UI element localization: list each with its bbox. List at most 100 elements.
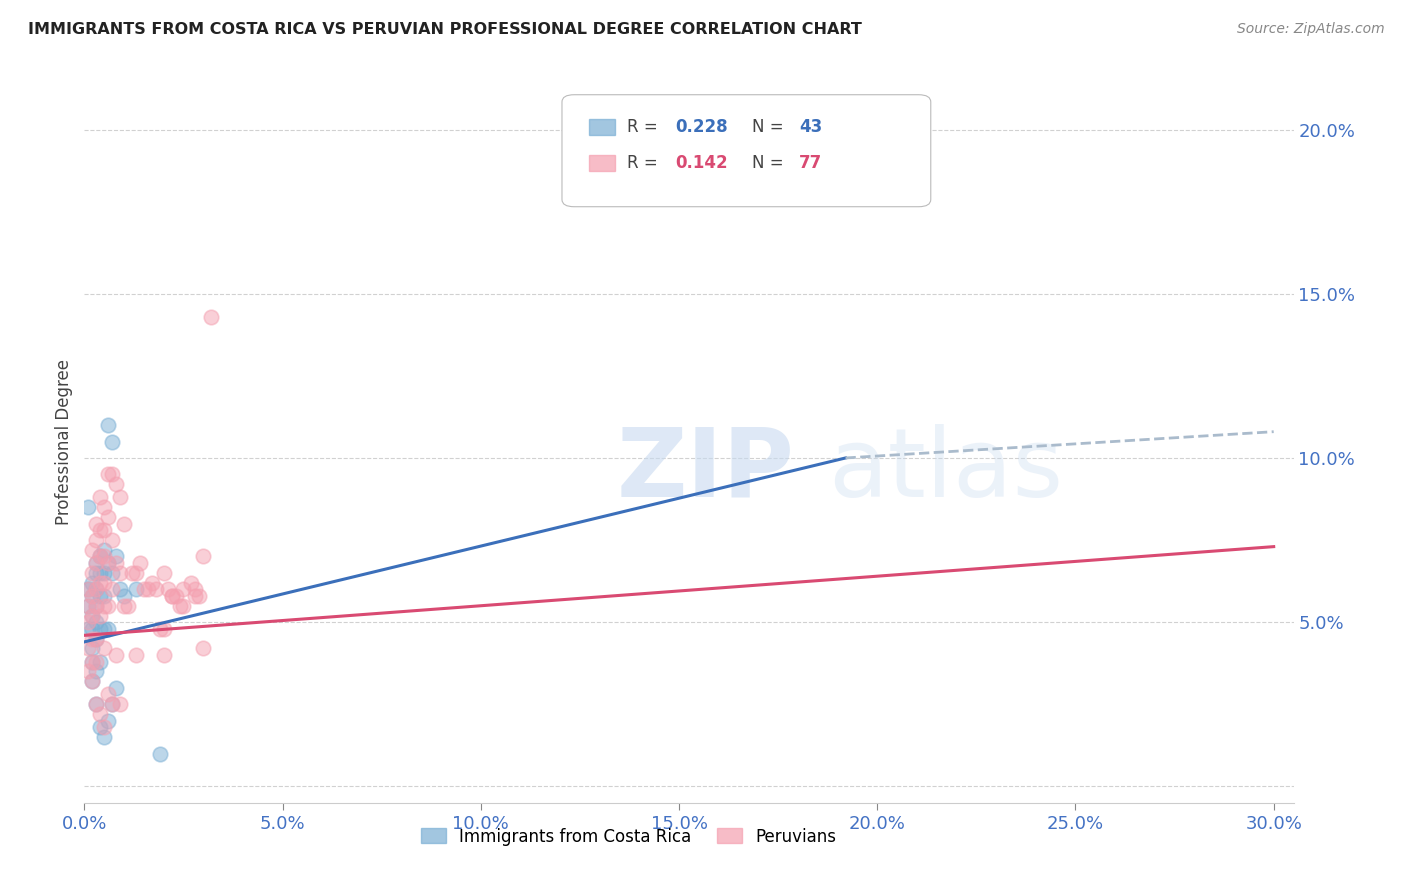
Point <box>93 566 115 580</box>
Point <box>145 582 167 597</box>
Point <box>84 533 107 547</box>
Point <box>89 622 111 636</box>
Text: 0.228: 0.228 <box>676 119 728 136</box>
Point <box>97 622 120 636</box>
Point <box>82 566 104 580</box>
Point <box>82 589 104 603</box>
Point <box>117 599 139 613</box>
Point <box>89 707 111 722</box>
Point <box>89 566 111 580</box>
Point <box>82 622 104 636</box>
Point <box>93 549 115 564</box>
Text: atlas: atlas <box>828 424 1063 517</box>
Point <box>82 641 104 656</box>
Point <box>77 622 100 636</box>
Point <box>89 549 111 564</box>
Point <box>160 589 183 603</box>
Text: ZIP: ZIP <box>616 424 794 517</box>
Point <box>84 632 107 646</box>
Point <box>165 589 187 603</box>
Point <box>89 491 111 505</box>
Point <box>149 622 172 636</box>
Point <box>77 582 100 597</box>
Point <box>77 582 100 597</box>
Point <box>184 589 207 603</box>
Point <box>97 418 120 433</box>
Point <box>160 589 183 603</box>
Point <box>84 615 107 630</box>
Point <box>89 549 111 564</box>
Point <box>84 582 107 597</box>
Point <box>125 582 148 597</box>
Point <box>193 641 215 656</box>
Point <box>82 608 104 623</box>
Point <box>101 467 124 482</box>
Point <box>84 566 107 580</box>
Text: IMMIGRANTS FROM COSTA RICA VS PERUVIAN PROFESSIONAL DEGREE CORRELATION CHART: IMMIGRANTS FROM COSTA RICA VS PERUVIAN P… <box>28 22 862 37</box>
Point <box>84 698 107 712</box>
Point <box>93 720 115 734</box>
Point <box>97 714 120 728</box>
Point <box>82 608 104 623</box>
Point <box>121 566 143 580</box>
Point <box>84 599 107 613</box>
Point <box>200 310 222 324</box>
Point <box>82 674 104 689</box>
Point <box>77 641 100 656</box>
FancyBboxPatch shape <box>562 95 931 207</box>
Point <box>93 641 115 656</box>
Point <box>128 556 150 570</box>
FancyBboxPatch shape <box>589 155 616 171</box>
Text: 43: 43 <box>799 119 823 136</box>
Point <box>82 674 104 689</box>
Point <box>97 687 120 701</box>
Text: R =: R = <box>627 154 664 172</box>
Point <box>108 582 131 597</box>
Point <box>101 533 124 547</box>
Point <box>193 549 215 564</box>
Point <box>105 549 128 564</box>
Point <box>82 589 104 603</box>
Text: Source: ZipAtlas.com: Source: ZipAtlas.com <box>1237 22 1385 37</box>
Text: 77: 77 <box>799 154 823 172</box>
Point <box>82 632 104 646</box>
Point <box>89 720 111 734</box>
Y-axis label: Professional Degree: Professional Degree <box>55 359 73 524</box>
Point <box>82 655 104 669</box>
Legend: Immigrants from Costa Rica, Peruvians: Immigrants from Costa Rica, Peruvians <box>415 821 842 852</box>
Point <box>105 556 128 570</box>
Point <box>89 608 111 623</box>
Point <box>152 648 174 662</box>
Point <box>93 542 115 557</box>
Point <box>149 747 172 761</box>
Text: N =: N = <box>752 154 789 172</box>
Point <box>172 582 194 597</box>
Point <box>97 599 120 613</box>
Point <box>105 648 128 662</box>
Point <box>89 655 111 669</box>
Point <box>77 500 100 515</box>
Point <box>105 681 128 695</box>
Point <box>188 589 211 603</box>
Point <box>77 665 100 679</box>
Point <box>84 556 107 570</box>
Point <box>84 655 107 669</box>
Point <box>93 599 115 613</box>
Point <box>84 599 107 613</box>
Point <box>82 655 104 669</box>
Point <box>84 665 107 679</box>
Text: R =: R = <box>627 119 664 136</box>
Point <box>108 566 131 580</box>
Point <box>112 589 135 603</box>
Point <box>97 556 120 570</box>
Point <box>82 542 104 557</box>
Point <box>125 648 148 662</box>
Point <box>125 566 148 580</box>
Point <box>172 599 194 613</box>
Point <box>152 622 174 636</box>
Point <box>101 698 124 712</box>
Point <box>93 500 115 515</box>
Point <box>84 582 107 597</box>
Point <box>77 599 100 613</box>
Point <box>93 730 115 744</box>
